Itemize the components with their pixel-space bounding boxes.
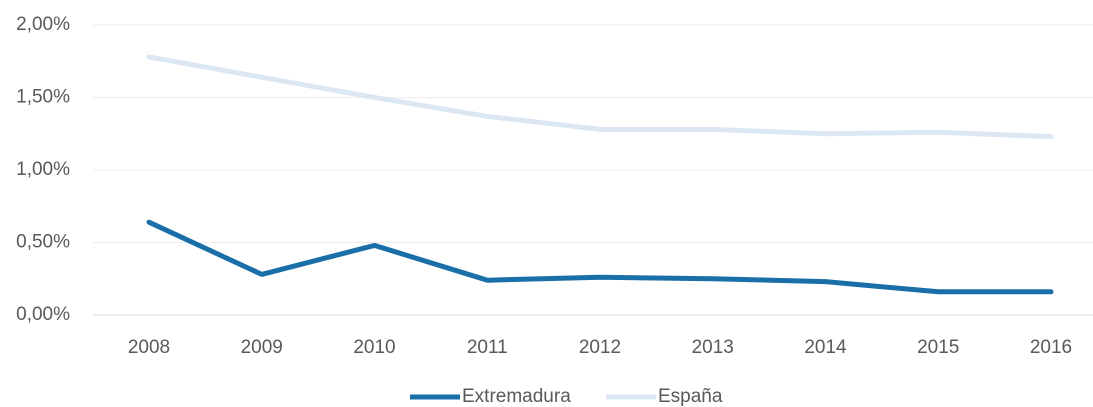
y-tick-label: 0,00% bbox=[16, 304, 70, 325]
x-tick-label: 2010 bbox=[353, 337, 395, 358]
series-line bbox=[146, 219, 1054, 295]
series-line bbox=[146, 54, 1054, 140]
x-tick-label: 2008 bbox=[128, 337, 170, 358]
y-tick-label: 1,50% bbox=[16, 87, 70, 108]
y-tick-label: 2,00% bbox=[16, 14, 70, 35]
y-tick-label: 1,00% bbox=[16, 159, 70, 180]
x-tick-label: 2013 bbox=[692, 337, 734, 358]
x-tick-label: 2014 bbox=[804, 337, 847, 358]
x-tick-label: 2012 bbox=[579, 337, 621, 358]
legend-label: Extremadura bbox=[462, 386, 571, 407]
x-tick-label: 2015 bbox=[917, 337, 959, 358]
x-tick-label: 2016 bbox=[1030, 337, 1072, 358]
y-tick-label: 0,50% bbox=[16, 232, 70, 253]
x-tick-label: 2009 bbox=[241, 337, 283, 358]
legend-label: España bbox=[658, 386, 723, 407]
x-tick-label: 2011 bbox=[467, 337, 508, 358]
